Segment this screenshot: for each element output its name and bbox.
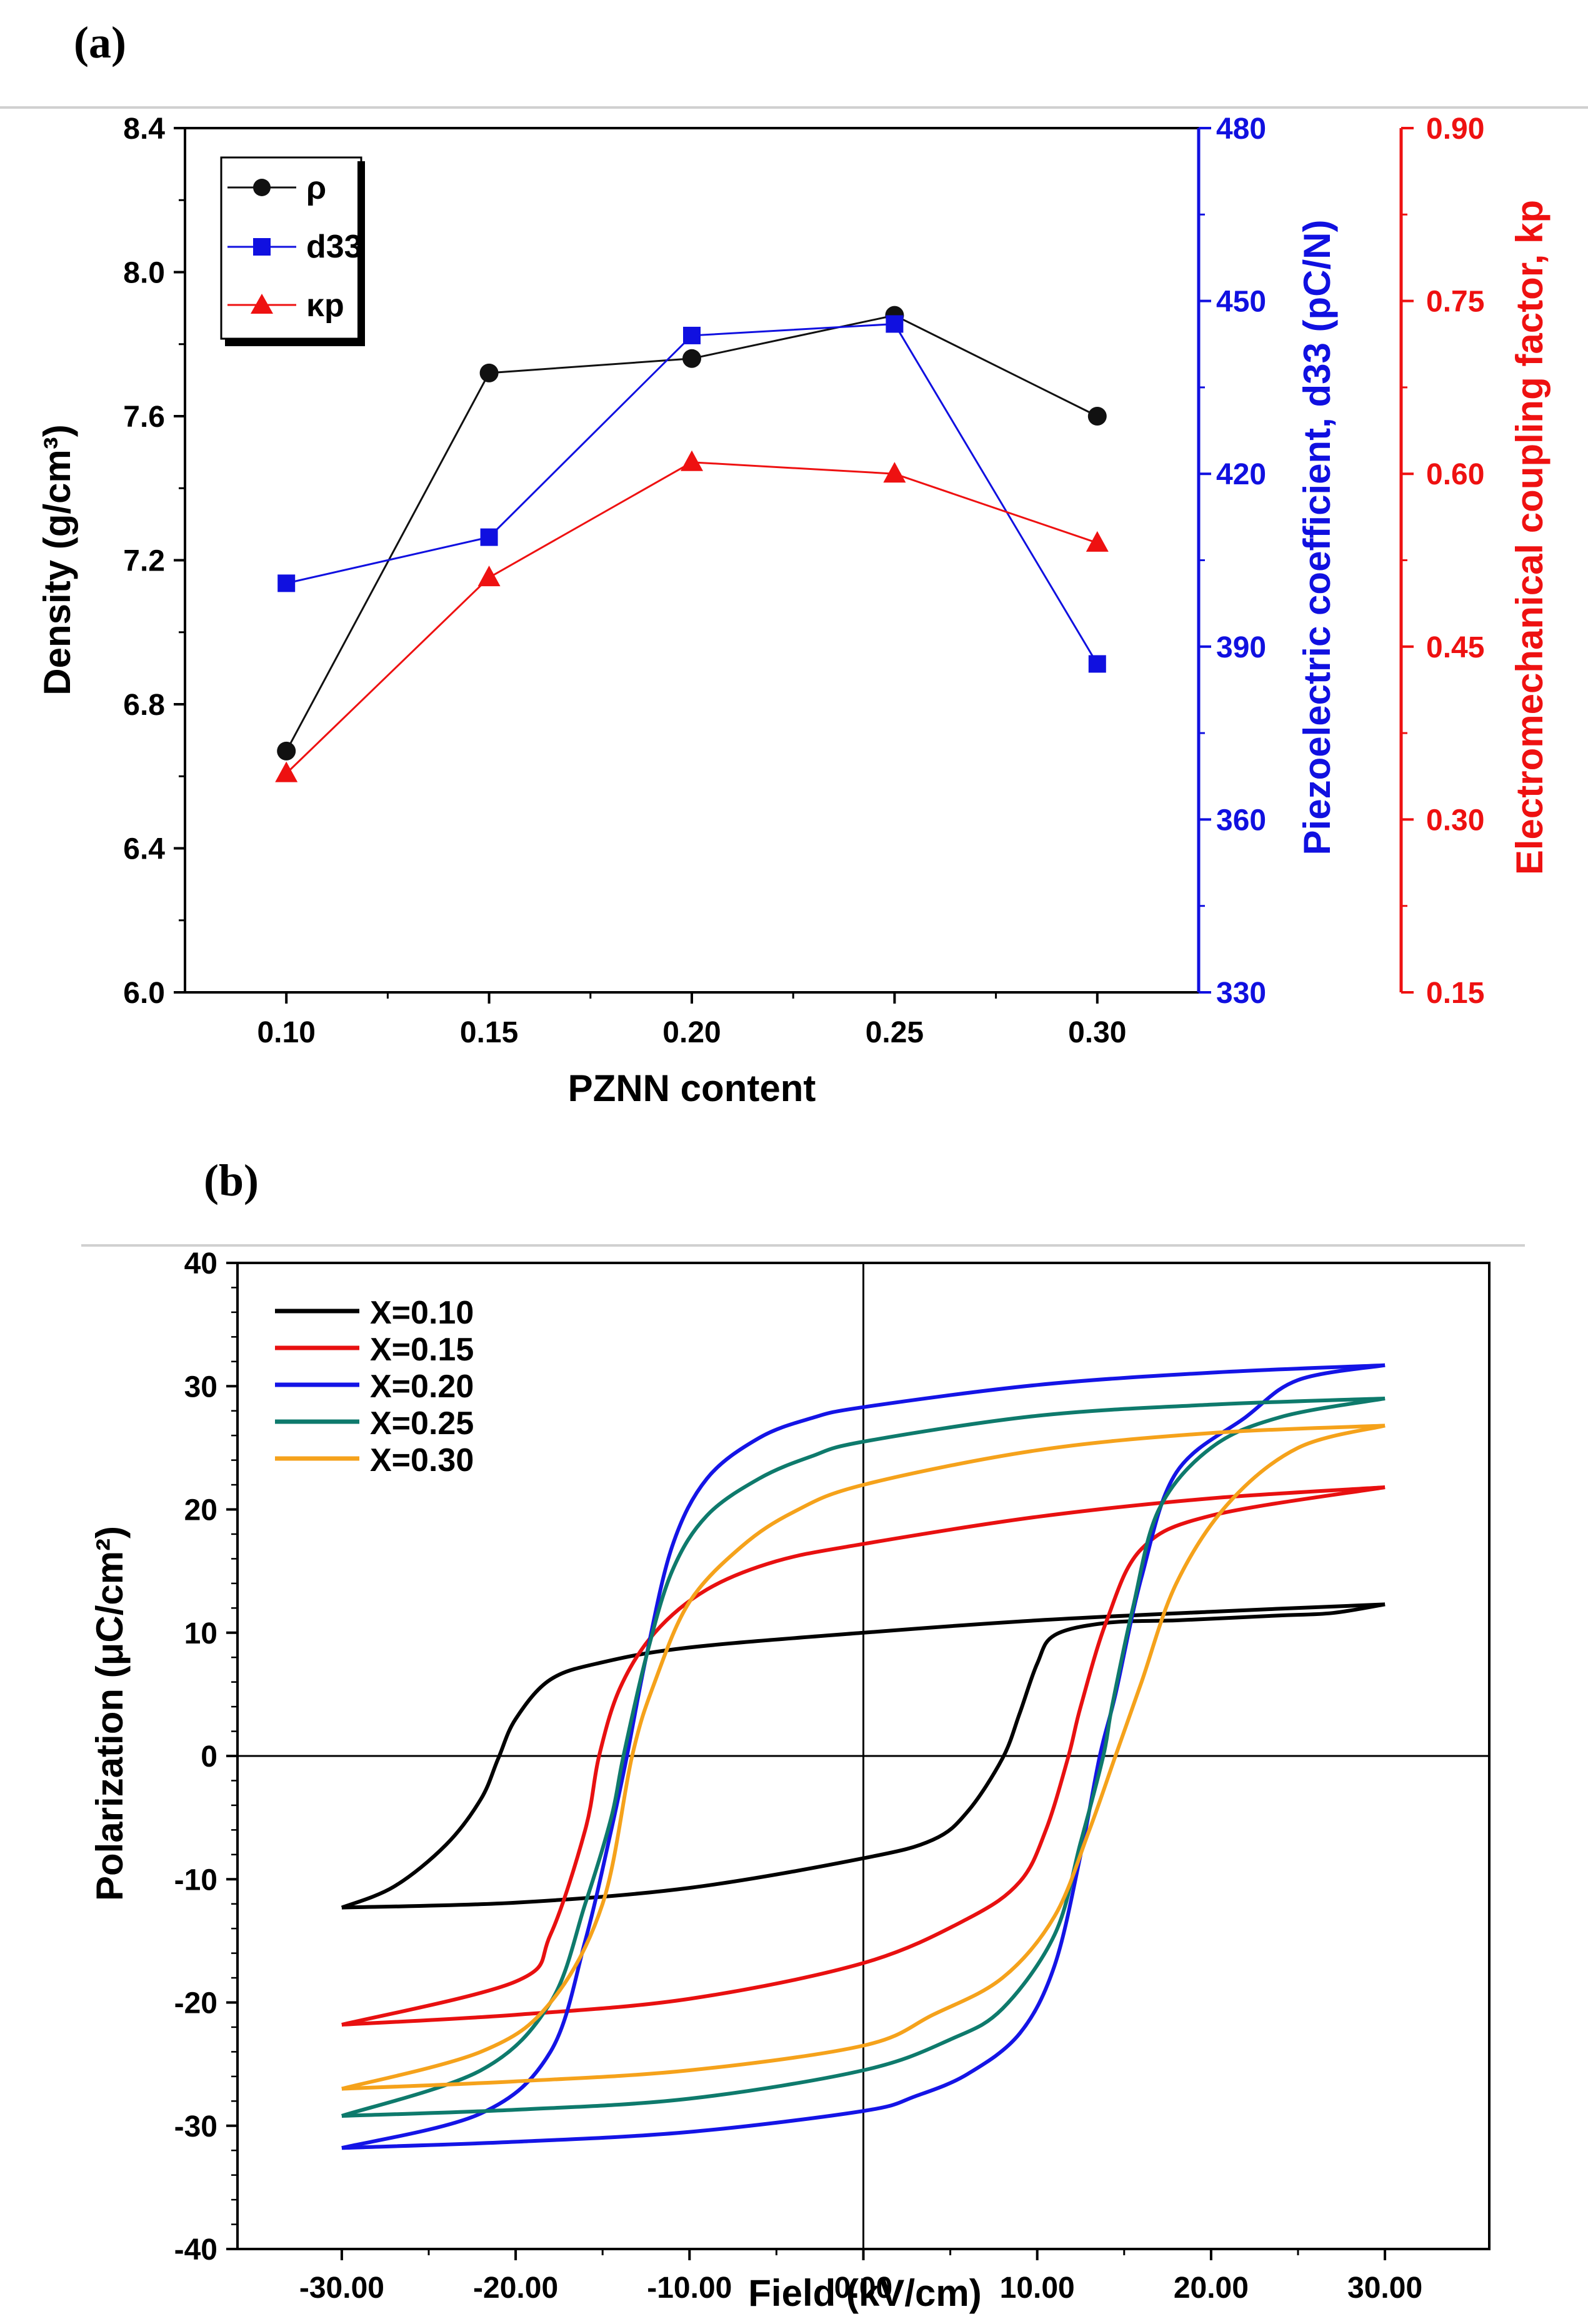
hysteresis-upper-x010 (341, 1602, 1386, 1910)
y-tick-label: -10 (174, 1863, 217, 1897)
y-left-tick-label: 8.4 (123, 112, 165, 146)
legend-label-x025: X=0.25 (370, 1405, 474, 1442)
panel-label-a: (a) (74, 17, 126, 67)
chart-a-x-axis-title: PZNN content (568, 1067, 816, 1109)
chart-a-y-axis-right1: 330 360 390 420 450 480 (1197, 112, 1266, 1010)
data-point-rho (479, 363, 499, 382)
x-tick-label: -10.00 (647, 2272, 732, 2305)
x-tick-label: 20.00 (1174, 2272, 1249, 2305)
y-right1-tick-label: 390 (1216, 631, 1266, 664)
chart-a-y-axis-right2-title: Electromechanical coupling factor, kp (1509, 200, 1551, 875)
legend-label-x015: X=0.15 (370, 1332, 474, 1368)
y-right1-tick-label: 450 (1216, 286, 1266, 319)
panel-label-b: (b) (204, 1155, 259, 1205)
data-point-rho (277, 741, 296, 761)
data-point-d33 (480, 528, 498, 546)
chart-a-legend: ρ d33 κp (220, 156, 365, 346)
y-right2-tick-label: 0.45 (1426, 631, 1484, 664)
x-tick-label: 30.00 (1347, 2272, 1422, 2305)
y-left-tick-label: 7.2 (123, 545, 165, 578)
legend-rho-marker (253, 179, 271, 196)
y-tick-label: -30 (174, 2110, 217, 2143)
y-tick-label: 40 (184, 1247, 217, 1280)
x-tick-label: 0.10 (257, 1016, 315, 1049)
data-point-rho (682, 349, 701, 368)
legend-kp-marker (251, 294, 273, 314)
y-right1-tick-label: 330 (1216, 977, 1266, 1010)
x-tick-label: 0.20 (662, 1016, 721, 1049)
data-point-kp (477, 566, 501, 587)
legend-rho-label: ρ (306, 170, 326, 206)
hysteresis-upper-x020 (341, 1363, 1386, 2150)
data-point-d33 (1088, 655, 1106, 673)
legend-d33-marker (253, 238, 271, 256)
y-right2-tick-label: 0.60 (1426, 458, 1484, 491)
data-point-d33 (886, 315, 904, 333)
data-point-kp (883, 462, 906, 483)
data-point-kp (275, 761, 298, 782)
x-tick-label: 0.00 (834, 2272, 892, 2305)
chart-a-y-axis-left: 6.0 6.4 6.8 7.2 7.6 8.0 8.4 (123, 112, 185, 1010)
y-right1-tick-label: 480 (1216, 112, 1266, 146)
y-tick-label: 20 (184, 1494, 217, 1527)
y-right2-tick-label: 0.30 (1426, 804, 1484, 837)
chart-a-y-axis-right1-title: Piezoelectric coefficient, d33 (pC/N) (1296, 220, 1338, 855)
chart-b-x-axis: -30.00 -20.00 -10.00 0.00 10.00 20.00 30.00 (299, 2249, 1422, 2305)
y-right2-tick-label: 0.15 (1426, 977, 1484, 1010)
y-left-tick-label: 6.0 (123, 977, 165, 1010)
chart-a-y-axis-right2: 0.15 0.30 0.45 0.60 0.75 0.90 (1399, 112, 1484, 1010)
hysteresis-lower-x010 (341, 1602, 1386, 1910)
chart-a-x-axis: 0.10 0.15 0.20 0.25 0.30 (257, 992, 1127, 1049)
series-line-triangle (286, 461, 1098, 774)
chart-b-zero-lines (237, 1263, 1489, 2249)
y-right2-tick-label: 0.90 (1426, 112, 1484, 146)
data-point-rho (1087, 407, 1107, 426)
chart-a-y-axis-left-title: Density (g/cm³) (36, 424, 78, 695)
y-tick-label: -20 (174, 1987, 217, 2020)
y-left-tick-label: 7.6 (123, 401, 165, 434)
hysteresis-lower-x020 (341, 1363, 1386, 2150)
chart-b-x-axis-title: Field (kV/cm) (748, 2272, 981, 2314)
chart-a-series (275, 306, 1109, 782)
legend-kp-label: κp (306, 287, 344, 324)
hysteresis-upper-x015 (341, 1485, 1386, 2027)
y-right1-tick-label: 360 (1216, 804, 1266, 837)
chart-b: -30.00 -20.00 -10.00 0.00 10.00 20.00 30.00 -4… (89, 1247, 1491, 2314)
x-tick-label: 0.25 (866, 1016, 924, 1049)
y-tick-label: 0 (201, 1740, 217, 1773)
legend-label-x020: X=0.20 (370, 1369, 474, 1405)
chart-a: 0.10 0.15 0.20 0.25 0.30 6.0 6.4 6.8 7.2 7.6 8.0 8… (36, 112, 1551, 1109)
y-right1-tick-label: 420 (1216, 458, 1266, 491)
data-point-d33 (683, 326, 701, 344)
chart-b-y-axis-title: Polarization (μC/cm²) (89, 1526, 131, 1901)
chart-b-y-axis: -40 -30 -20 -10 0 10 20 30 40 (174, 1247, 237, 2267)
y-tick-label: 30 (184, 1370, 217, 1404)
x-tick-label: -30.00 (299, 2272, 384, 2305)
x-tick-label: 10.00 (1000, 2272, 1075, 2305)
y-left-tick-label: 6.4 (123, 833, 165, 866)
x-tick-label: 0.15 (460, 1016, 518, 1049)
chart-b-series (341, 1363, 1386, 2150)
legend-d33-label: d33 (306, 229, 362, 265)
data-point-kp (681, 450, 703, 471)
x-tick-label: 0.30 (1068, 1016, 1126, 1049)
data-point-kp (1086, 531, 1109, 552)
y-tick-label: -40 (174, 2233, 217, 2267)
hysteresis-lower-x030 (341, 1424, 1386, 2091)
y-tick-label: 10 (184, 1617, 217, 1650)
y-left-tick-label: 8.0 (123, 257, 165, 290)
chart-b-legend: X=0.10X=0.15X=0.20X=0.25X=0.30 (275, 1295, 474, 1479)
hysteresis-upper-x030 (341, 1424, 1386, 2091)
legend-label-x010: X=0.10 (370, 1295, 474, 1331)
legend-label-x030: X=0.30 (370, 1442, 474, 1479)
x-tick-label: -20.00 (473, 2272, 558, 2305)
hysteresis-upper-x025 (341, 1397, 1386, 2118)
series-line-circle (285, 314, 1098, 752)
y-left-tick-label: 6.8 (123, 689, 165, 722)
y-right2-tick-label: 0.75 (1426, 286, 1484, 319)
series-line-square (286, 322, 1099, 665)
data-point-d33 (277, 574, 296, 592)
